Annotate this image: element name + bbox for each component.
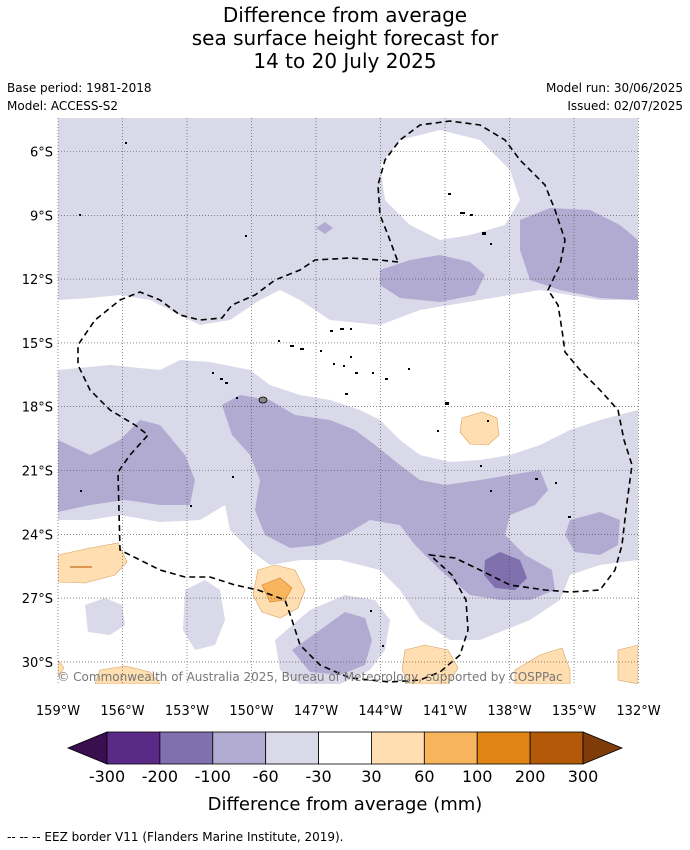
colorbar-bin	[106, 731, 161, 765]
colorbar-tick-label: -300	[89, 767, 125, 786]
colorbar-tick-label: -30	[305, 767, 331, 786]
anomaly-region-positive-2	[58, 542, 128, 584]
anomaly-region-positive-8	[58, 659, 65, 677]
anomaly-region-small-purple	[316, 222, 333, 234]
eez-border-north	[77, 120, 633, 683]
colorbar-tick-label: 300	[568, 767, 599, 786]
issued-date: Issued: 02/07/2025	[567, 99, 683, 113]
colorbar-tick-label: -60	[253, 767, 279, 786]
anomaly-region-medium-east	[565, 512, 620, 555]
lon-label: 138°W	[487, 704, 531, 719]
model-run: Model run: 30/06/2025	[545, 81, 683, 95]
colorbar-tick-label: 200	[515, 767, 546, 786]
title-line-1: Difference from average	[222, 3, 468, 27]
colorbar-tick-label: 100	[462, 767, 493, 786]
lat-label: 6°S	[30, 146, 53, 161]
anomaly-region-medium-central	[222, 395, 555, 600]
anomaly-region-positive-5	[514, 647, 571, 684]
lat-label: 9°S	[30, 209, 53, 224]
meta-left: Base period: 1981-2018 Model: ACCESS-S2	[7, 79, 152, 115]
lon-label: 159°W	[36, 704, 80, 719]
anomaly-region-light-sw	[183, 580, 225, 650]
title-line-2: sea surface height forecast for	[191, 26, 499, 50]
title-line-3: 14 to 20 July 2025	[253, 49, 437, 73]
colorbar-tick-label: -100	[195, 767, 231, 786]
anomaly-region-medium-north	[380, 255, 485, 302]
lon-label: 156°W	[100, 704, 144, 719]
lat-label: 21°S	[22, 465, 53, 480]
gridlines	[57, 118, 639, 684]
anomaly-region-dark	[484, 552, 527, 590]
anomaly-region-positive-3-inner	[261, 577, 293, 603]
anomaly-region-medium-ne	[520, 208, 638, 300]
meta-right: Model run: 30/06/2025 Issued: 02/07/2025	[546, 79, 683, 115]
anomaly-region-light-sw2	[85, 598, 125, 635]
anomaly-region-medium-west	[58, 420, 195, 512]
map-plot-area	[58, 118, 638, 684]
colorbar-bin	[529, 731, 584, 765]
eez-footnote: -- -- -- EEZ border V11 (Flanders Marine…	[7, 830, 344, 844]
anomaly-region-positive-6	[617, 644, 638, 684]
colorbar-bin	[423, 731, 478, 765]
eez-borders	[77, 120, 633, 683]
anomaly-region-medium-south	[292, 612, 372, 675]
colorbar-bin	[212, 731, 267, 765]
anomaly-region-light-north-hole	[380, 130, 520, 240]
lon-label: 132°W	[616, 704, 660, 719]
lat-label: 18°S	[22, 401, 53, 416]
colorbar-bin	[318, 731, 372, 765]
colorbar-bin	[476, 731, 531, 765]
base-period: Base period: 1981-2018	[7, 81, 152, 95]
lat-label: 30°S	[22, 656, 53, 671]
colorbar-bin	[371, 731, 425, 765]
colorbar-bin	[265, 731, 319, 765]
colorbar-tick-label: -200	[142, 767, 178, 786]
lon-label: 150°W	[229, 704, 273, 719]
longitude-labels: 159°W 156°W 153°W 150°W 147°W 144°W 141°W 138°W…	[36, 704, 661, 719]
lon-label: 144°W	[358, 704, 402, 719]
lon-label: 135°W	[552, 704, 596, 719]
islands	[70, 142, 571, 647]
anomaly-region-positive-7	[94, 665, 161, 684]
lat-label: 27°S	[22, 592, 53, 607]
model-name: Model: ACCESS-S2	[7, 99, 119, 113]
colorbar-extend-high	[582, 731, 624, 765]
latitude-labels: 6°S 9°S 12°S 15°S 18°S 21°S 24°S 27°S 30°S	[22, 146, 53, 671]
colorbar-bin	[159, 731, 214, 765]
lon-label: 147°W	[294, 704, 338, 719]
colorbar: -300 -200 -100 -60 -30 30 60 100 200 300	[66, 731, 624, 786]
lon-label: 141°W	[423, 704, 467, 719]
colorbar-extend-low	[66, 731, 108, 765]
copyright-text: © Commonwealth of Australia 2025, Bureau…	[57, 670, 562, 684]
lon-label: 153°W	[165, 704, 209, 719]
lat-label: 24°S	[22, 528, 53, 543]
colorbar-label: Difference from average (mm)	[208, 794, 483, 815]
anomaly-region-positive-4	[401, 644, 459, 684]
colorbar-tick-label: 30	[361, 767, 381, 786]
colorbar-tick-label: 60	[414, 767, 434, 786]
lat-label: 15°S	[22, 337, 53, 352]
lat-label: 12°S	[22, 273, 53, 288]
chart-title: Difference from average sea surface heig…	[0, 4, 690, 73]
anomaly-region-positive-1	[459, 411, 500, 446]
